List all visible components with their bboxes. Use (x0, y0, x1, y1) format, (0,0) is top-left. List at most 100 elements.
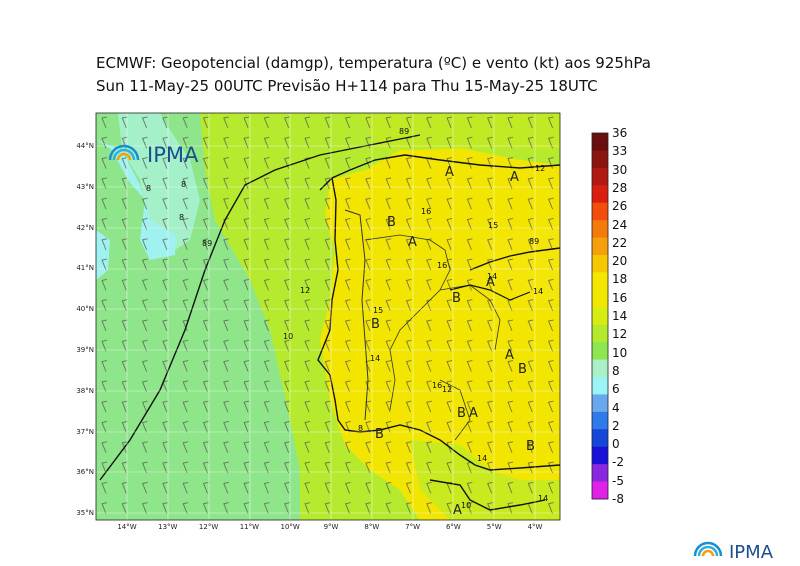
colorbar-swatch (592, 150, 608, 169)
svg-text:IPMA: IPMA (147, 143, 199, 167)
colorbar-swatch (592, 394, 608, 413)
colorbar-swatch (592, 411, 608, 430)
colorbar-label: 28 (612, 180, 628, 195)
contour-label: 10 (283, 332, 293, 341)
pressure-center: B (387, 215, 396, 230)
longitude-label: 6°W (445, 523, 461, 531)
map-frame (95, 112, 561, 521)
pressure-center: B (526, 439, 535, 454)
colorbar-swatch (592, 307, 608, 326)
pressure-center: A (408, 235, 417, 250)
colorbar-label: 2 (612, 418, 620, 433)
geopotential-contour-west (99, 134, 421, 481)
longitude-label: 11°W (239, 523, 260, 531)
region-border-2 (439, 284, 501, 351)
wind-barbs (96, 113, 560, 520)
contour-label: 14 (477, 454, 487, 463)
contour-label: 16 (437, 261, 447, 270)
colorbar-swatch (592, 220, 608, 239)
latitude-label: 35°N (76, 509, 94, 518)
pressure-center: B (518, 362, 527, 377)
colorbar-swatch (592, 359, 608, 378)
contour-label: 16 (432, 381, 442, 390)
colorbar-label: 30 (612, 162, 628, 177)
contour-label: 8 (179, 213, 184, 222)
latitude-label: 42°N (76, 223, 94, 232)
contour-label: 12 (535, 164, 545, 173)
iberia-coastline (317, 177, 560, 471)
pressure-center: A (469, 406, 478, 421)
pressure-center: A (510, 170, 519, 185)
longitude-label: 13°W (158, 523, 178, 531)
colorbar-swatch (592, 429, 608, 448)
colorbar-swatch (592, 202, 608, 221)
latitude-label: 44°N (76, 142, 94, 150)
longitude-label: 7°W (405, 523, 421, 531)
colorbar-label: 22 (612, 235, 628, 250)
portugal-border (344, 209, 369, 421)
svg-text:IPMA: IPMA (729, 542, 774, 563)
colorbar-label: 12 (612, 327, 628, 342)
colorbar-swatch (592, 133, 608, 151)
colorbar-swatch (592, 255, 608, 273)
colorbar-swatch (592, 464, 608, 483)
contour-label: 12 (442, 385, 452, 394)
colorbar-label: 0 (612, 437, 620, 452)
longitude-label: 5°W (486, 523, 502, 531)
colorbar-label: 20 (612, 254, 628, 269)
colorbar-swatch (592, 342, 608, 361)
longitude-label: 4°W (527, 523, 543, 531)
colorbar-label: 18 (612, 272, 628, 287)
pressure-center: A (445, 165, 454, 180)
africa-coastline (429, 479, 546, 511)
ipma-footer-logo: IPMA (693, 541, 774, 563)
colorbar-swatch (592, 446, 608, 465)
pressure-center: B (371, 317, 380, 332)
latitude-label: 38°N (76, 386, 94, 395)
contour-label: 10 (461, 501, 471, 510)
contour-label: 8 (146, 184, 151, 193)
ipma-map-logo: IPMA (108, 143, 199, 167)
contour-label: 8 (358, 424, 363, 433)
colorbar-label: 33 (612, 144, 628, 159)
latitude-label: 43°N (76, 182, 94, 191)
colorbar-swatch (592, 324, 608, 343)
colorbar-label: 8 (612, 363, 620, 378)
contour-label: 16 (421, 207, 431, 216)
contour-label: 89 (529, 237, 539, 246)
contour-label: 89 (399, 127, 409, 136)
pressure-center: B (457, 406, 466, 421)
north-coastline (319, 154, 560, 191)
map-title-line1: ECMWF: Geopotencial (damgp), temperatura… (96, 54, 651, 72)
longitude-label: 12°W (198, 523, 219, 531)
pressure-center: B (375, 427, 384, 442)
colorbar-label: 16 (612, 290, 628, 305)
contour-label: 8 (181, 180, 186, 189)
colorbar-swatch (592, 289, 608, 308)
contour-labels: 12 16 15 16 14 14 12 15 14 16 10 14 14 1… (146, 127, 548, 510)
contour-label: 14 (370, 354, 380, 363)
latitude-label: 37°N (76, 427, 94, 436)
longitude-label: 14°W (117, 523, 137, 531)
colorbar-label: 4 (612, 400, 620, 415)
colorbar-label: 6 (612, 382, 620, 397)
colorbar-label: -8 (612, 492, 624, 506)
contour-label: 12 (300, 286, 310, 295)
colorbar-label: 24 (612, 217, 628, 232)
colorbar-label: 14 (612, 309, 628, 323)
contour-label: 15 (373, 306, 383, 315)
longitude-label: 8°W (364, 523, 380, 531)
contour-label: 14 (538, 494, 548, 503)
longitude-label: 9°W (323, 523, 339, 531)
colorbar-swatch (592, 167, 608, 186)
region-border-3 (439, 379, 471, 441)
lat-lon-grid (96, 113, 560, 520)
map-panel (96, 113, 560, 520)
contour-label: 14 (487, 272, 497, 281)
colorbar-label: 36 (612, 126, 628, 140)
colorbar-frame (591, 132, 609, 500)
latitude-label: 36°N (76, 468, 94, 477)
pressure-center: A (453, 503, 462, 518)
contour-label: 89 (202, 239, 212, 248)
